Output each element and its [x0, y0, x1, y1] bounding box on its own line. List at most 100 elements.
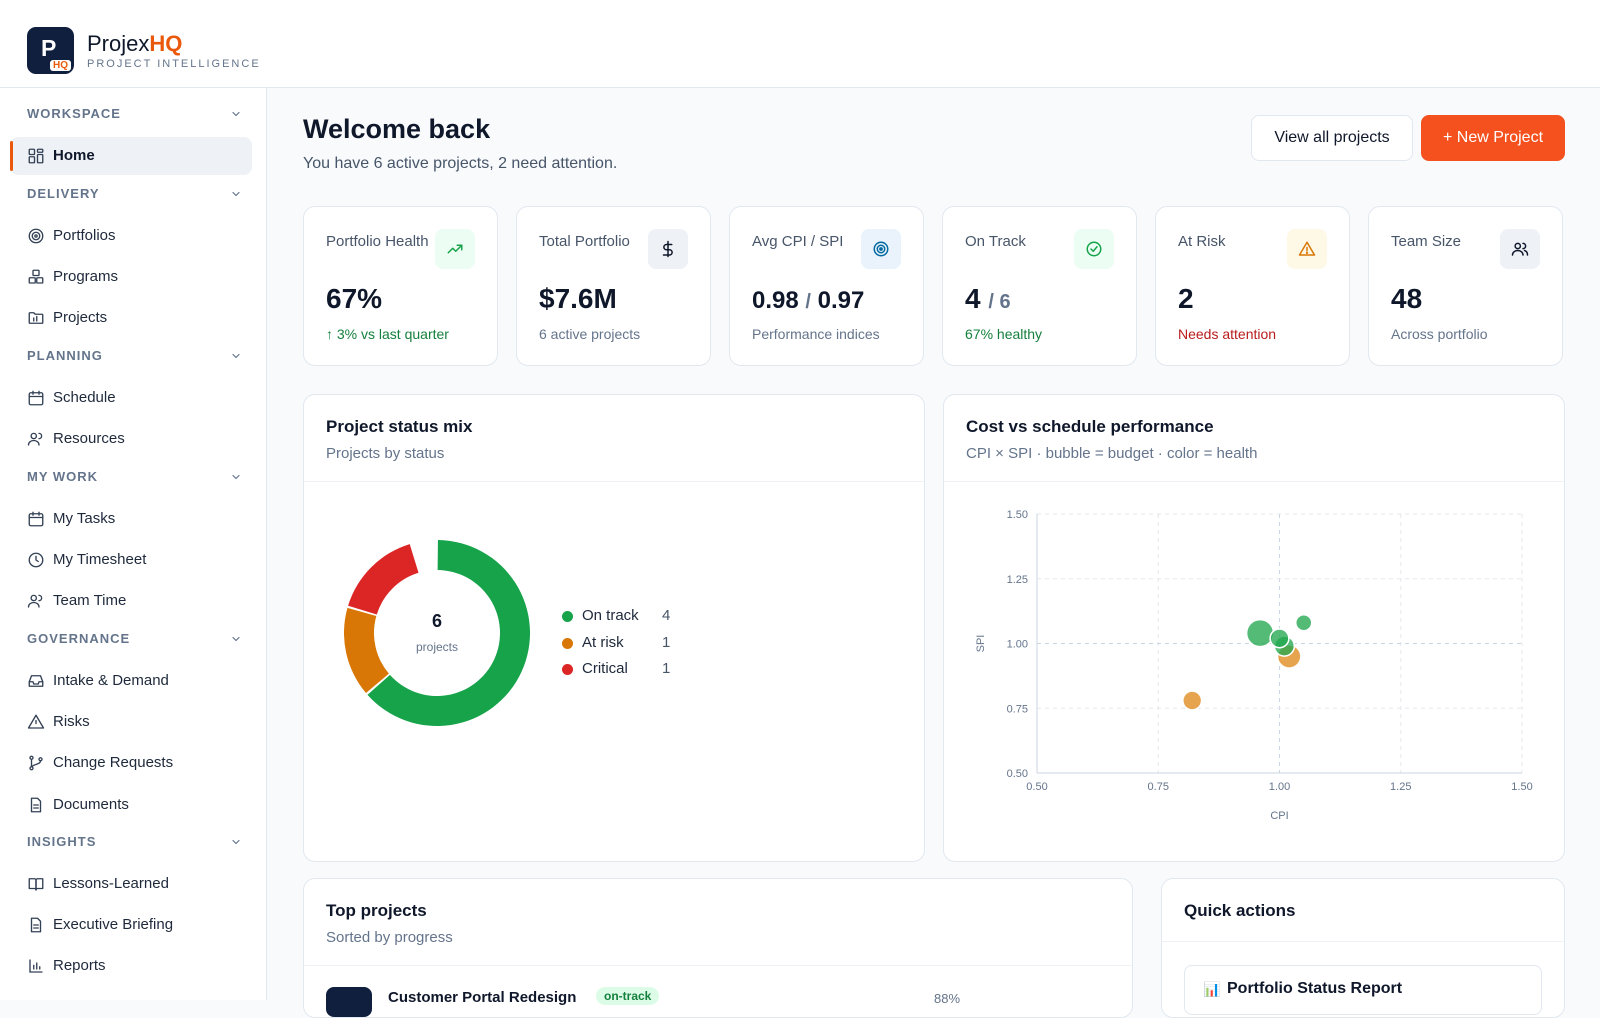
spi-value: 0.97: [817, 287, 865, 314]
donut-chart: 6 projects: [344, 540, 530, 726]
donut-slice-critical[interactable]: [348, 544, 419, 615]
card-title: Top projects: [326, 901, 427, 920]
y-tick-label: 0.75: [1007, 703, 1028, 715]
page-title: Welcome back: [303, 114, 491, 144]
section-title: DELIVERY: [27, 186, 100, 201]
inbox-icon: [28, 675, 44, 687]
section-header-delivery[interactable]: DELIVERY: [27, 186, 242, 208]
section-header-planning[interactable]: PLANNING: [27, 348, 242, 370]
cubes-icon: [28, 269, 44, 284]
card-title: Project status mix: [326, 417, 473, 436]
brand-logo[interactable]: P HQ: [27, 27, 74, 74]
performance-card: Cost vs schedule performance CPI × SPI ·…: [943, 394, 1565, 862]
kpi-label: At Risk: [1178, 233, 1226, 250]
sidebar-item-risks[interactable]: Risks: [10, 703, 252, 741]
kpi-on-track[interactable]: On Track 4 / 6 67% healthy: [942, 206, 1137, 366]
sidebar-item-intake-demand[interactable]: Intake & Demand: [10, 662, 252, 700]
donut-slice-on-track[interactable]: [367, 540, 530, 726]
brand-name-suffix: HQ: [149, 31, 183, 56]
kpi-sub: 6 active projects: [539, 326, 641, 342]
page-subtitle: You have 6 active projects, 2 need atten…: [303, 155, 618, 172]
legend-label: Critical: [582, 660, 628, 677]
y-tick-label: 1.25: [1007, 574, 1028, 586]
kpi-team-size[interactable]: Team Size 48 Across portfolio: [1368, 206, 1563, 366]
card-subtitle: CPI × SPI · bubble = budget · color = he…: [966, 445, 1258, 462]
kpi-label: Portfolio Health: [326, 233, 429, 250]
x-tick-label: 1.25: [1390, 781, 1411, 793]
legend-count: 1: [662, 633, 671, 651]
dollar-icon: [648, 229, 688, 269]
clock-icon: [28, 552, 44, 568]
donut-slice-at-risk[interactable]: [344, 607, 389, 694]
cpi-value: 0.98: [752, 287, 799, 314]
project-name[interactable]: Customer Portal Redesign: [388, 989, 577, 1006]
kpi-value: 4 / 6: [965, 283, 1011, 315]
project-progress: 88%: [934, 991, 961, 1006]
sidebar-item-my-timesheet[interactable]: My Timesheet: [10, 541, 252, 579]
card-subtitle: Sorted by progress: [326, 929, 453, 946]
bubble-at-risk[interactable]: [1182, 690, 1203, 711]
bubble-on-track[interactable]: [1245, 618, 1275, 648]
section-title: PLANNING: [27, 348, 103, 363]
sidebar-item-portfolios[interactable]: Portfolios: [10, 217, 252, 255]
sidebar-item-change-requests[interactable]: Change Requests: [10, 744, 252, 782]
sidebar-item-team-time[interactable]: Team Time: [10, 582, 252, 620]
users-icon: [1500, 229, 1540, 269]
y-tick-label: 0.50: [1007, 768, 1028, 780]
sidebar-item-home[interactable]: Home: [10, 137, 252, 175]
kpi-sub: 67% healthy: [965, 326, 1043, 342]
sidebar-item-schedule[interactable]: Schedule: [10, 379, 252, 417]
sidebar-item-documents[interactable]: Documents: [10, 786, 252, 824]
y-tick-label: 1.50: [1007, 509, 1028, 521]
section-header-governance[interactable]: GOVERNANCE: [27, 631, 242, 653]
sidebar-item-label: Projects: [53, 309, 108, 327]
card-title: Cost vs schedule performance: [966, 417, 1214, 436]
legend-count: 4: [662, 607, 671, 624]
x-tick-label: 0.50: [1026, 781, 1047, 793]
section-title: GOVERNANCE: [27, 631, 131, 646]
kpi-value: 2: [1178, 283, 1194, 314]
sidebar-item-executive-briefing[interactable]: Executive Briefing: [10, 906, 252, 944]
calendar-icon: [28, 390, 44, 406]
kpi-portfolio-health[interactable]: Portfolio Health 67% ↑ 3% vs last quarte…: [303, 206, 498, 366]
new-project-button[interactable]: + New Project: [1421, 115, 1565, 161]
main-content: Welcome back You have 6 active projects,…: [267, 88, 1600, 1018]
sidebar-item-resources[interactable]: Resources: [10, 420, 252, 458]
brand-name: ProjexHQ: [87, 31, 182, 57]
section-header-insights[interactable]: INSIGHTS: [27, 834, 242, 856]
section-title: WORKSPACE: [27, 106, 121, 121]
legend-label: At risk: [582, 633, 624, 651]
section-header-my-work[interactable]: MY WORK: [27, 469, 242, 491]
bubble-on-track[interactable]: [1295, 614, 1313, 632]
card-subtitle: Projects by status: [326, 445, 445, 462]
view-all-projects-button[interactable]: View all projects: [1251, 115, 1413, 161]
sidebar-item-projects[interactable]: Projects: [10, 299, 252, 337]
kpi-at-risk[interactable]: At Risk 2 Needs attention: [1155, 206, 1350, 366]
bubble-on-track[interactable]: [1269, 628, 1290, 649]
kpi-sub: Needs attention: [1178, 326, 1277, 342]
section-header-workspace[interactable]: WORKSPACE: [27, 106, 242, 128]
bar-chart-icon: [29, 959, 43, 974]
sidebar-item-reports[interactable]: Reports: [10, 947, 252, 985]
donut-center-value: 6: [432, 611, 442, 631]
sidebar-item-programs[interactable]: Programs: [10, 258, 252, 296]
sidebar-item-label: Programs: [53, 268, 119, 286]
target-icon: [28, 228, 44, 244]
x-axis-label: CPI: [1270, 810, 1288, 822]
kpi-value: 67%: [326, 283, 383, 314]
donut-center-label: projects: [416, 640, 458, 654]
branch-icon: [29, 755, 43, 771]
sidebar-item-lessons-learned[interactable]: Lessons-Learned: [10, 865, 252, 903]
document-icon: [30, 797, 42, 813]
divider: [1162, 941, 1564, 942]
top-bar: P HQ ProjexHQ PROJECT INTELLIGENCE: [0, 0, 1600, 88]
calendar-icon: [28, 511, 44, 527]
brand-name-prefix: Projex: [87, 31, 150, 56]
sidebar-item-my-tasks[interactable]: My Tasks: [10, 500, 252, 538]
bar-chart-icon: 📊: [1203, 981, 1221, 997]
kpi-avg-cpi-spi[interactable]: Avg CPI / SPI 0.98 / 0.97 Performance in…: [729, 206, 924, 366]
warning-icon: [1287, 229, 1327, 269]
kpi-total-portfolio[interactable]: Total Portfolio $7.6M 6 active projects: [516, 206, 711, 366]
portfolio-status-report-button[interactable]: 📊 Portfolio Status Report: [1184, 965, 1542, 1015]
logo-badge: HQ: [50, 60, 71, 71]
